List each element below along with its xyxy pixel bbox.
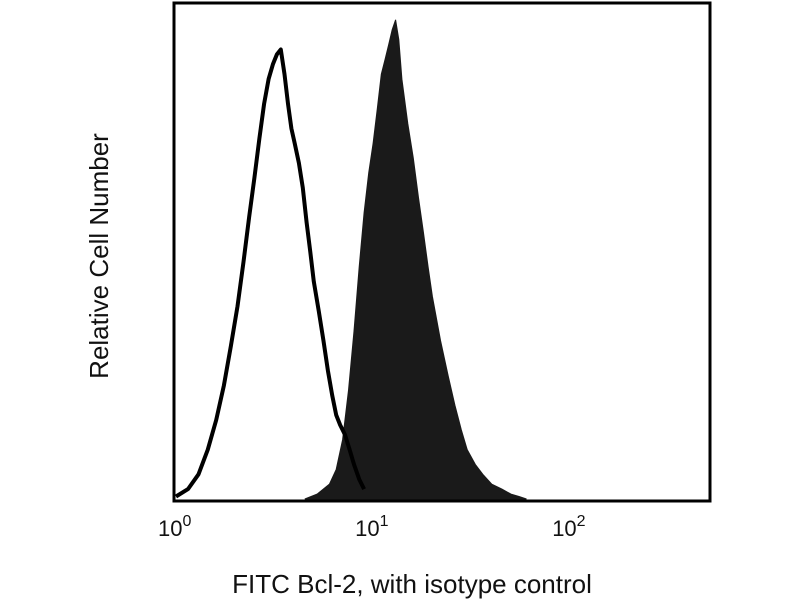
x-tick-label: 102 bbox=[552, 513, 585, 541]
series-layer bbox=[174, 19, 527, 500]
x-tick-label: 101 bbox=[355, 513, 388, 541]
filled-histogram-series bbox=[304, 19, 527, 500]
x-axis-title: FITC Bcl-2, with isotype control bbox=[232, 569, 592, 599]
outline-histogram-series bbox=[174, 47, 366, 499]
x-tick-labels: 100 101 102 bbox=[158, 513, 586, 541]
y-axis-title: Relative Cell Number bbox=[84, 133, 114, 379]
plot-frame bbox=[172, 1, 712, 503]
x-tick-label: 100 bbox=[158, 513, 191, 541]
